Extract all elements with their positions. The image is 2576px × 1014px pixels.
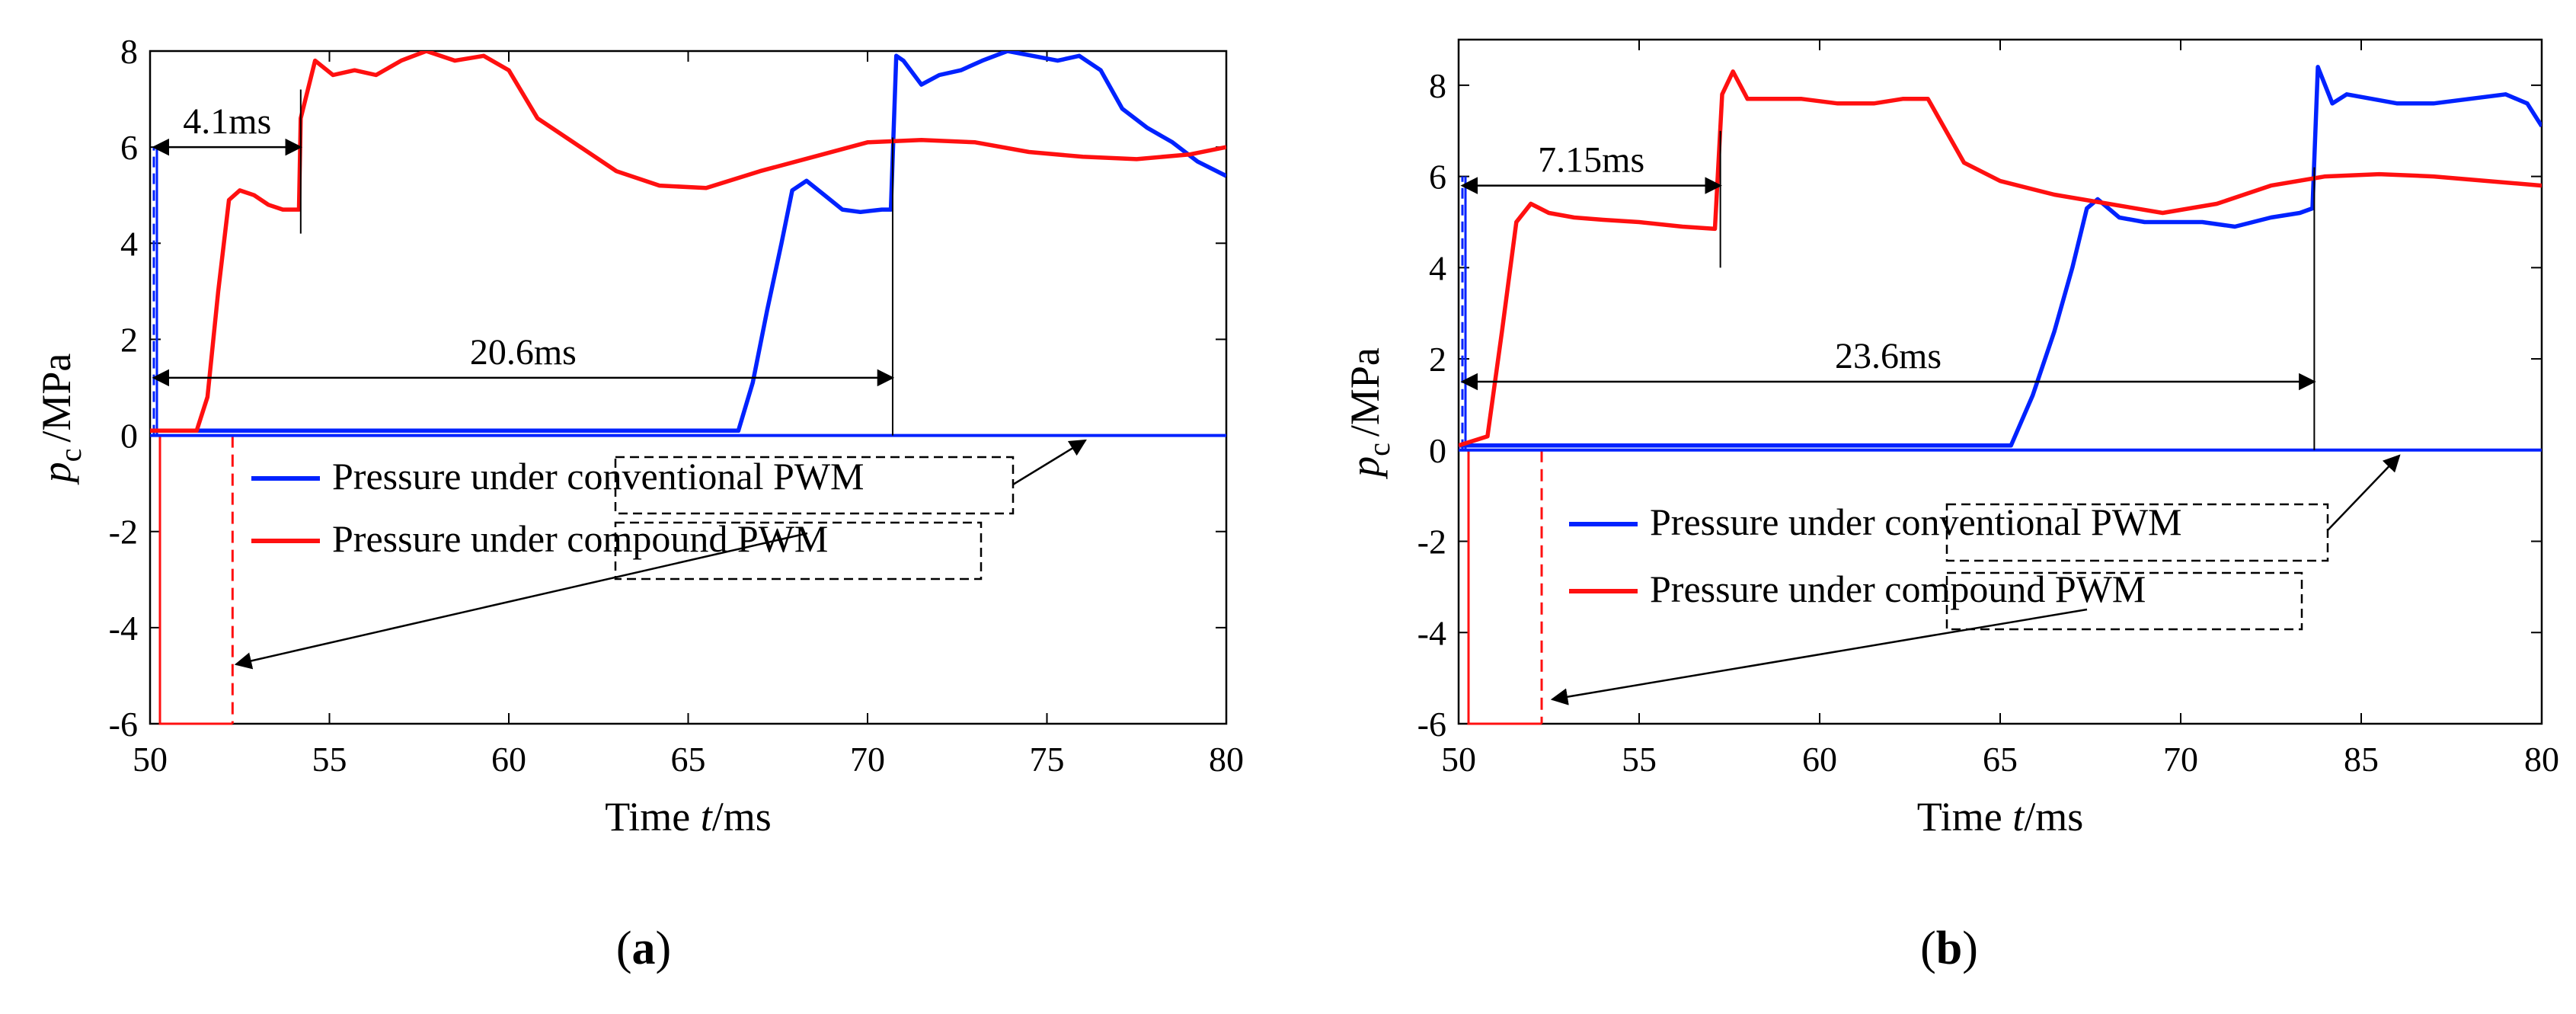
legend-dashed-box (614, 521, 983, 581)
delay-annotation: 20.6ms (470, 332, 577, 373)
legend-pointer-arrow (234, 532, 808, 670)
legend-label-prefix: Pressure under (1650, 568, 1884, 610)
legend-label-method: conventional PWM (1884, 501, 2181, 543)
x-tick-label: 55 (312, 740, 347, 779)
series-conventional-pwm (1459, 65, 2542, 448)
y-tick-label: -6 (109, 705, 138, 744)
y-tick-label: 4 (1429, 248, 1446, 287)
legend-dashed-box (614, 456, 1015, 515)
x-axis-label-prefix: Time (605, 794, 701, 840)
delay-annotation: 7.15ms (1538, 140, 1644, 181)
y-tick-label: -2 (1417, 523, 1446, 561)
x-axis-label-var: t (701, 794, 714, 840)
panel-label: (a) (616, 923, 671, 974)
panel-b: 50 55 60 65 70 85 80 -6 -4 -2 0 2 4 6 8 Time t/ms pc/MPa… (1342, 38, 2559, 974)
y-tick-label: 8 (1429, 66, 1446, 105)
x-tick-label: 70 (2163, 740, 2198, 779)
legend-label-prefix: Pressure under (332, 517, 567, 560)
legend-label-method: conventional PWM (567, 455, 864, 497)
x-axis-label-unit: /ms (712, 794, 772, 840)
y-axis-label: pc/MPa (1342, 347, 1396, 480)
x-tick-label: 50 (1441, 740, 1476, 779)
y-tick-label: 2 (1429, 340, 1446, 379)
y-tick-label: 4 (120, 224, 138, 263)
y-tick-label: 0 (1429, 431, 1446, 470)
y-tick-label: -6 (1417, 705, 1446, 744)
legend-label-method: compound PWM (1884, 568, 2146, 610)
panel-label: (b) (1920, 923, 1978, 974)
compound-pwm-signal (1467, 449, 1542, 725)
y-tick-label: -4 (109, 609, 138, 648)
legend-label-prefix: Pressure under (1650, 501, 1884, 543)
y-axis-label-unit: /MPa (1342, 347, 1388, 437)
x-tick-label: 60 (491, 740, 526, 779)
series-compound-pwm (150, 51, 1226, 433)
legend-label: Pressure under conventional PWM (1650, 501, 2181, 543)
y-axis-label-var: p (34, 462, 79, 485)
legend-label: Pressure under compound PWM (1650, 568, 2146, 610)
x-axis-label-unit: /ms (2024, 794, 2083, 840)
legend: Pressure under conventional PWMPressure … (251, 455, 1015, 581)
x-tick-label: 80 (1209, 740, 1244, 779)
y-tick-label: -4 (1417, 613, 1446, 652)
x-axis-label: Time t/ms (605, 794, 772, 840)
y-tick-label: 2 (120, 320, 138, 359)
series-conventional-pwm (150, 51, 1226, 433)
x-axis-label: Time t/ms (1917, 794, 2084, 840)
y-axis-label-sub: c (53, 449, 88, 462)
delay-annotation: 4.1ms (183, 101, 271, 142)
x-axis-label-prefix: Time (1917, 794, 2013, 840)
x-axis-label-var: t (2012, 794, 2025, 840)
y-axis-label-sub: c (1362, 443, 1396, 456)
legend-label-prefix: Pressure under (332, 455, 567, 497)
y-axis-label-unit: /MPa (34, 353, 79, 443)
delay-annotation: 23.6ms (1835, 336, 1942, 376)
legend-dashed-box (1945, 503, 2329, 562)
legend-label: Pressure under compound PWM (332, 517, 828, 560)
x-tick-label: 80 (2524, 740, 2559, 779)
y-tick-label: 6 (120, 128, 138, 167)
legend-label: Pressure under conventional PWM (332, 455, 864, 497)
series-compound-pwm (1459, 69, 2542, 448)
x-tick-label: 65 (671, 740, 706, 779)
y-axis-label-var: p (1342, 456, 1388, 480)
x-tick-label: 50 (133, 740, 168, 779)
legend-pointer-arrow (1012, 439, 1087, 486)
legend-label-method: compound PWM (567, 517, 828, 560)
legend: Pressure under conventional PWMPressure … (1569, 501, 2329, 631)
panel-a: 50 55 60 65 70 75 80 -6 -4 -2 0 2 4 6 8 Time t/ms pc/MPa… (34, 32, 1244, 974)
x-tick-label: 55 (1622, 740, 1657, 779)
x-tick-label: 70 (850, 740, 885, 779)
y-tick-label: -2 (109, 513, 138, 552)
x-tick-label: 60 (1802, 740, 1837, 779)
y-axis-label: pc/MPa (34, 353, 88, 486)
plot-frame (149, 50, 1228, 725)
legend-dashed-box (1945, 571, 2303, 631)
y-tick-label: 0 (120, 417, 138, 456)
legend-pointer-arrow (1550, 608, 2088, 705)
y-tick-label: 8 (120, 32, 138, 71)
x-tick-label: 85 (2344, 740, 2379, 779)
y-tick-label: 6 (1429, 158, 1446, 197)
x-tick-label: 65 (1983, 740, 2018, 779)
legend-pointer-arrow (2327, 454, 2401, 531)
x-tick-label: 75 (1030, 740, 1065, 779)
compound-pwm-signal (158, 435, 233, 725)
